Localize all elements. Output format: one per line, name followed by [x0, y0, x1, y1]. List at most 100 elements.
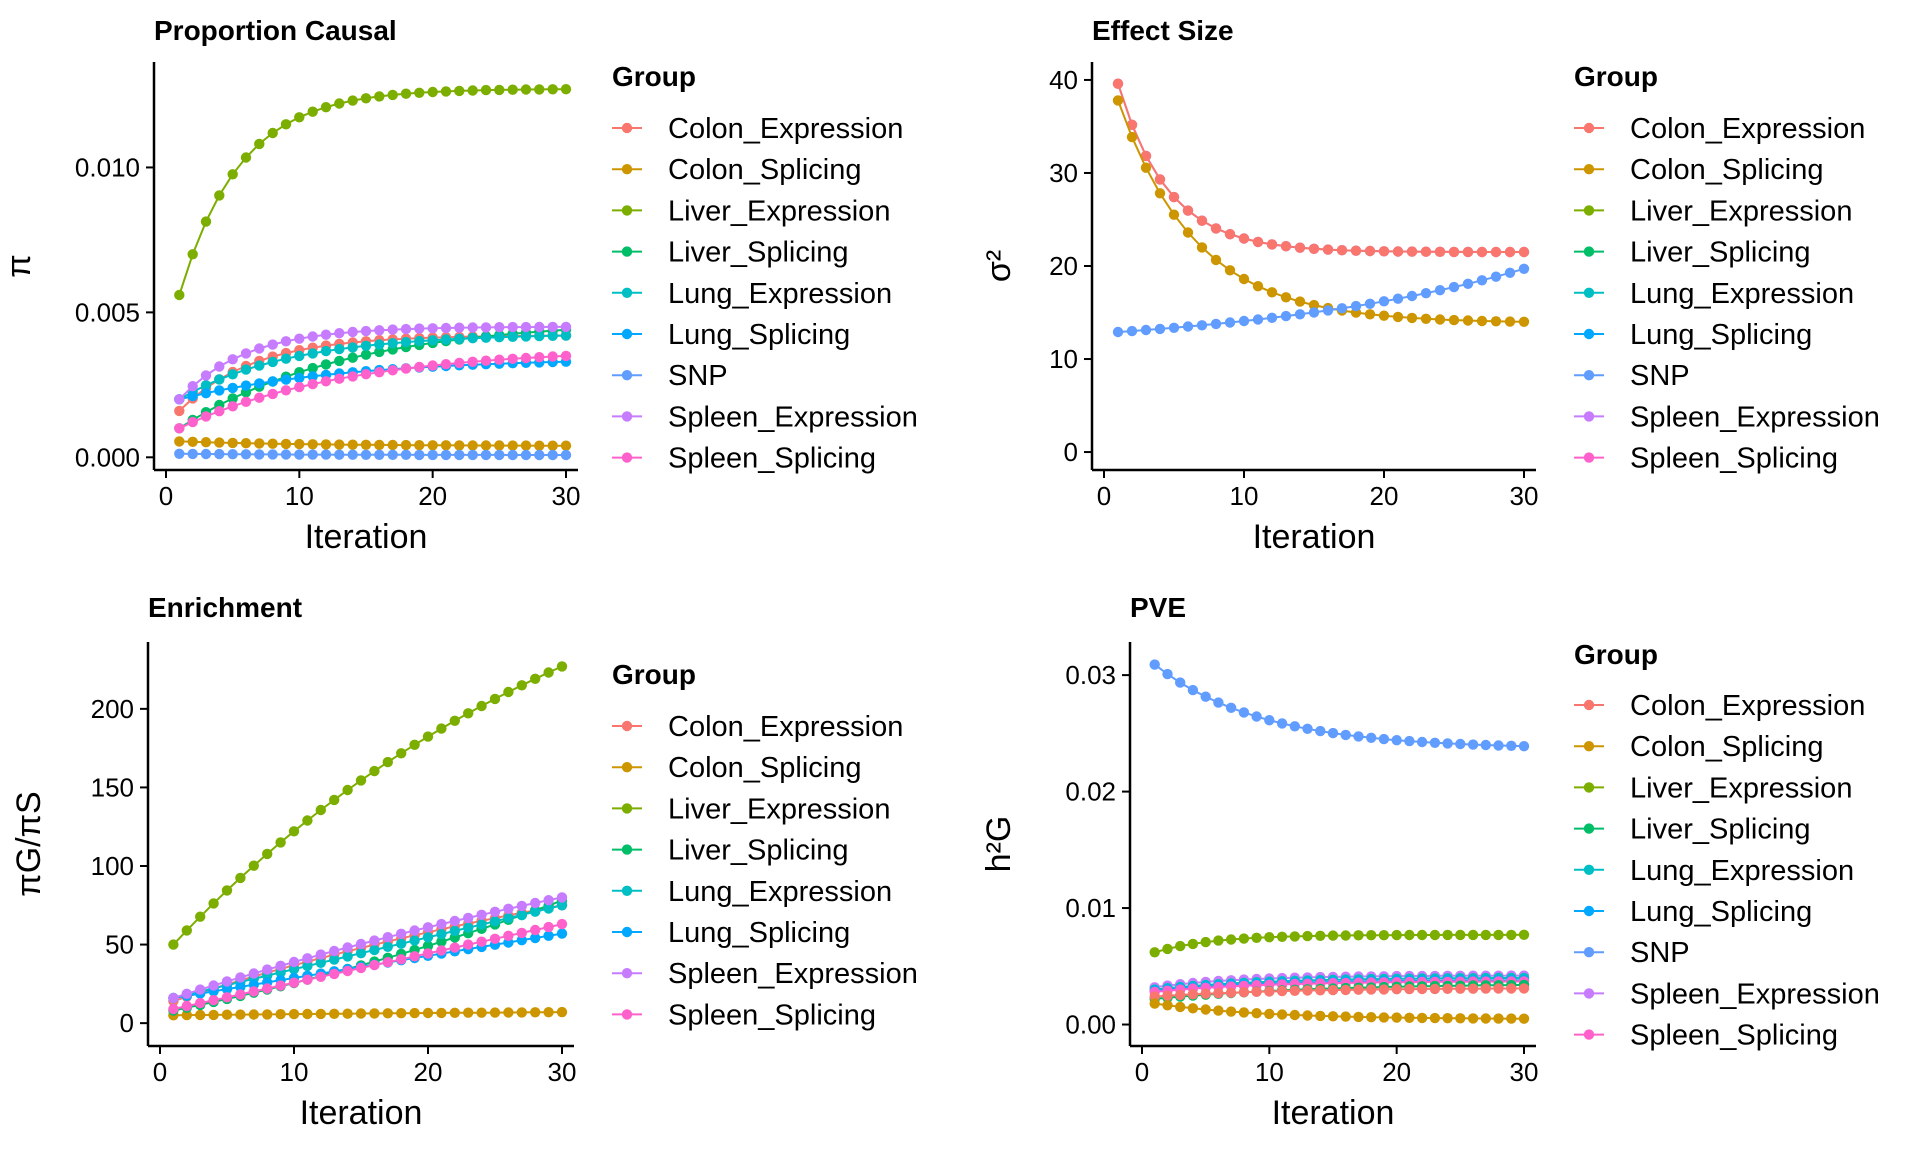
data-point	[530, 897, 541, 909]
data-point	[454, 322, 465, 333]
data-point	[1276, 931, 1288, 942]
series-snp	[1112, 263, 1530, 338]
data-point	[360, 340, 372, 351]
data-point	[1429, 737, 1441, 748]
data-point	[400, 88, 412, 99]
data-point	[1289, 1009, 1301, 1021]
legend-key-lung-expression	[612, 885, 642, 896]
data-point	[1289, 931, 1301, 942]
data-point	[480, 332, 492, 343]
data-point	[174, 394, 185, 405]
legend-label: Spleen_Expression	[668, 958, 918, 990]
data-point	[560, 440, 572, 451]
legend-key-point	[1583, 823, 1595, 834]
data-point	[422, 948, 434, 959]
x-tick-label: 30	[1510, 481, 1539, 511]
x-tick-label: 0	[1097, 481, 1111, 511]
data-point	[1213, 697, 1224, 708]
data-point	[227, 437, 238, 449]
y-tick-label: 0.010	[75, 152, 140, 182]
data-point	[560, 321, 572, 333]
data-point	[275, 960, 286, 971]
y-tick-label: 0.005	[75, 297, 140, 327]
legend-label: Colon_Splicing	[668, 154, 861, 186]
data-point	[1378, 733, 1390, 745]
data-point	[520, 352, 532, 364]
data-point	[1251, 1008, 1262, 1019]
legend-key-colon-splicing	[612, 164, 642, 175]
data-point	[543, 1007, 554, 1018]
legend-key-point	[621, 968, 633, 979]
legend-key-spleen-expression	[612, 968, 642, 979]
data-point	[307, 362, 318, 374]
data-point	[1340, 1011, 1351, 1022]
data-point	[1404, 735, 1415, 747]
data-point	[280, 438, 292, 450]
x-axis-title: Iteration	[305, 518, 428, 556]
data-point	[334, 343, 345, 355]
data-point	[1175, 677, 1186, 688]
data-point	[1448, 281, 1460, 293]
data-point	[200, 437, 212, 448]
data-point	[1294, 309, 1306, 320]
data-point	[476, 919, 487, 930]
data-point	[1210, 318, 1222, 330]
data-point	[1327, 984, 1339, 996]
data-point	[1187, 684, 1199, 696]
x-tick-label: 20	[1370, 481, 1399, 511]
y-tick-label: 0.03	[1065, 660, 1116, 690]
data-point	[315, 1008, 326, 1020]
legend-label: Spleen_Splicing	[1630, 443, 1838, 475]
data-point	[1364, 298, 1376, 309]
series-line-snp	[1154, 663, 1525, 748]
data-point	[543, 903, 554, 914]
data-point	[534, 321, 545, 333]
data-point	[294, 372, 305, 384]
legend-key-lung-splicing	[1574, 328, 1604, 340]
legend-key-point	[1583, 1029, 1595, 1040]
data-point	[382, 941, 393, 952]
data-point	[1406, 312, 1418, 324]
data-point	[1200, 691, 1211, 702]
data-point	[315, 957, 326, 968]
data-point	[254, 138, 265, 150]
data-point	[427, 440, 438, 451]
legend-key-point	[621, 246, 633, 257]
data-point	[267, 388, 278, 400]
data-point	[347, 326, 358, 338]
data-point	[288, 977, 300, 988]
data-point	[440, 334, 452, 345]
data-point	[342, 965, 353, 977]
data-point	[467, 322, 478, 333]
data-point	[267, 356, 278, 368]
legend-label: Spleen_Expression	[1630, 978, 1880, 1010]
data-point	[248, 968, 259, 979]
data-point	[480, 449, 492, 461]
data-point	[320, 359, 332, 370]
data-point	[1476, 246, 1488, 258]
data-point	[235, 989, 246, 1000]
legend-label: Liver_Expression	[668, 195, 890, 227]
data-point	[422, 922, 434, 933]
data-point	[342, 942, 353, 953]
data-point	[1442, 738, 1453, 749]
data-point	[315, 971, 326, 982]
data-point	[254, 438, 265, 449]
data-point	[315, 949, 326, 960]
legend-label: Liver_Splicing	[1630, 814, 1811, 846]
data-point	[355, 948, 367, 959]
legend-key-liver-expression	[1574, 782, 1604, 793]
data-point	[480, 355, 492, 366]
data-point	[422, 940, 434, 952]
data-point	[1378, 246, 1390, 257]
data-point	[440, 440, 452, 451]
series-colon-expression	[1112, 78, 1530, 258]
data-point	[342, 1008, 353, 1019]
data-point	[1416, 983, 1428, 995]
data-point	[520, 321, 532, 333]
data-point	[1238, 233, 1250, 244]
legend-key-spleen-splicing	[1574, 452, 1604, 463]
data-point	[516, 927, 527, 939]
data-point	[1391, 929, 1402, 941]
data-point	[1467, 929, 1479, 941]
